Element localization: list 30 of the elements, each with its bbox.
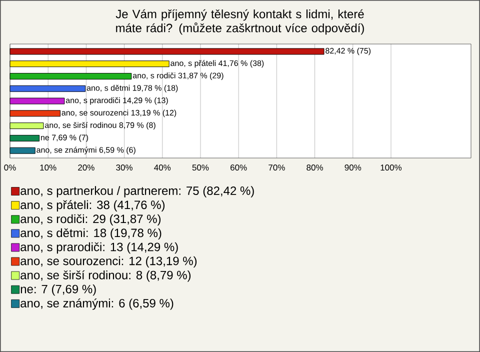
legend-label: ano, s rodiči: 29 (31,87 %) (20, 214, 161, 226)
data-label: ano, s přáteli 41,76 % (38) (170, 60, 264, 68)
data-label: 82,42 % (75) (326, 48, 371, 56)
data-label: ano, se známými 6,59 % (6) (36, 146, 136, 154)
legend-label: ano, s prarodiči: 13 (14,29 %) (20, 242, 178, 254)
x-tick-label: 50% (192, 164, 209, 171)
legend-label: ano, s dětmi: 18 (19,78 %) (20, 228, 162, 240)
x-tick-label: 0% (4, 164, 16, 171)
legend-label: ano, se známými: 6 (6,59 %) (20, 298, 174, 310)
data-label: ano, s prarodiči 14,29 % (13) (66, 97, 168, 105)
data-label: ano, se širší rodinou 8,79 % (8) (45, 122, 156, 130)
data-label: ano, se sourozenci 13,19 % (12) (62, 110, 176, 118)
legend-label: ano, se sourozenci: 12 (13,19 %) (20, 256, 197, 268)
x-tick-label: 80% (306, 164, 323, 171)
data-label: ano, s dětmi 19,78 % (18) (86, 84, 178, 92)
chart-title: Je Vám příjemný tělesný kontakt s lidmi, které máte rádi? (můžete zaškrtnout více odpovědí) (116, 9, 364, 35)
x-tick-label: 60% (230, 164, 247, 171)
x-tick-label: 70% (268, 164, 285, 171)
x-tick-label: 20% (78, 164, 94, 171)
x-tick-label: 90% (344, 164, 362, 171)
x-tick-label: 30% (116, 164, 132, 171)
legend-label: ano, s partnerkou / partnerem: 75 (82,42 %) (20, 186, 254, 198)
legend-label: ne: 7 (7,69 %) (20, 284, 96, 296)
data-label: ne 7,69 % (7) (41, 134, 88, 142)
x-tick-label: 40% (154, 164, 171, 171)
x-tick-label: 10% (40, 164, 56, 171)
legend-label: ano, s přáteli: 38 (41,76 %) (20, 200, 165, 212)
data-label: ano, s rodiči 31,87 % (29) (132, 72, 224, 80)
legend-label: ano, se širší rodinou: 8 (8,79 %) (20, 270, 191, 282)
x-tick-label: 100% (380, 164, 402, 171)
